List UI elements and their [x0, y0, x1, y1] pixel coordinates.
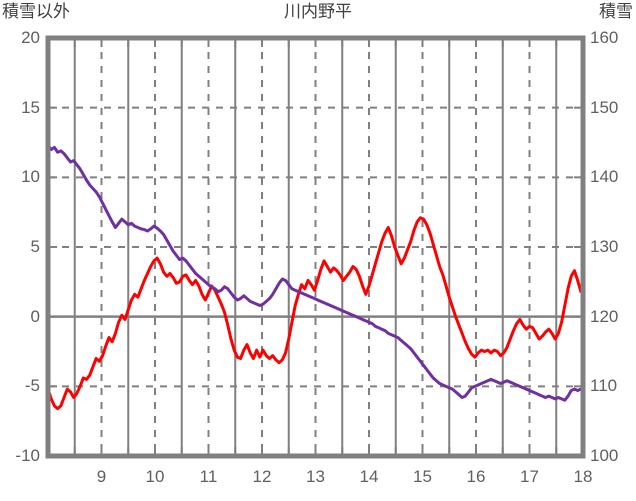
x-tick-label: 16	[466, 467, 486, 486]
y-right-tick-label: 130	[590, 237, 619, 256]
y-left-tick-label: 0	[30, 306, 40, 326]
x-tick-label: 18	[573, 467, 593, 486]
y-left-tick-label: -10	[15, 446, 40, 465]
x-tick-label: 10	[145, 467, 165, 486]
x-tick-label: 11	[199, 467, 218, 486]
y-left-tick-label: 10	[21, 167, 40, 187]
y-left-tick-label: 15	[21, 97, 40, 117]
y-right-tick-label: 140	[590, 167, 619, 187]
page-title: 川内野平	[284, 2, 352, 21]
x-tick-label: 9	[96, 467, 107, 486]
grid-major-lines	[73, 38, 558, 456]
x-tick-label: 15	[413, 467, 432, 486]
y-right-tick-label: 150	[590, 97, 619, 117]
y-right-tick-label: 160	[590, 28, 619, 47]
series-line-1	[46, 216, 585, 411]
y-right-tick-label: 110	[590, 376, 618, 396]
data-series-group	[46, 143, 585, 411]
right-axis-title: 積雪	[599, 2, 633, 21]
grid-horizontal-lines	[48, 106, 583, 388]
plot-frame	[45, 35, 586, 459]
x-tick-label: 14	[359, 467, 379, 486]
y-left-tick-label: -5	[24, 376, 40, 396]
series-line-2	[46, 143, 585, 402]
y-right-tick-label: 120	[590, 306, 619, 326]
y-left-tick-label: 20	[21, 28, 40, 47]
y-left-tick-label: 5	[30, 237, 40, 256]
x-tick-label: 17	[520, 467, 539, 486]
x-tick-label: 12	[252, 467, 272, 486]
x-tick-label: 13	[306, 467, 325, 486]
y-right-tick-label: 100	[590, 446, 619, 465]
left-axis-title: 積雪以外	[2, 2, 70, 21]
